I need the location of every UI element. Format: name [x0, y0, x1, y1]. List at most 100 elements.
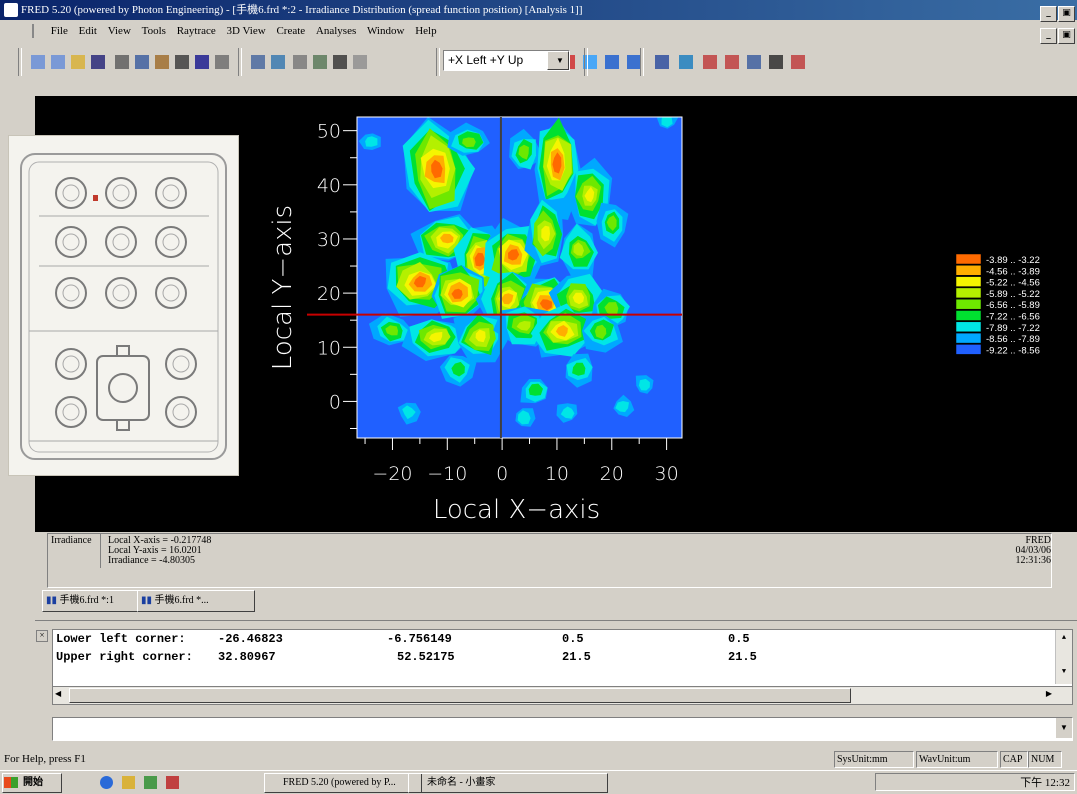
contour-band	[474, 252, 485, 267]
scroll-thumb[interactable]	[69, 688, 851, 703]
ray-arrow-icon[interactable]	[580, 52, 600, 72]
mdi-minimize-button[interactable]: _	[1040, 28, 1057, 44]
maximize-button[interactable]: ▣	[1058, 6, 1075, 22]
scroll-up-icon[interactable]: ▲	[1061, 634, 1067, 642]
tool-glyph	[293, 55, 307, 69]
ray-text-icon[interactable]	[624, 52, 644, 72]
contour-band	[516, 321, 531, 331]
toolbar-separator	[436, 48, 440, 76]
legend-swatch	[955, 298, 982, 310]
menu-3d-view[interactable]: 3D View	[226, 25, 266, 37]
task-paint[interactable]: 未命名 - 小畫家	[408, 773, 608, 793]
menu-file[interactable]: File	[50, 25, 68, 37]
command-input[interactable]: ▼	[52, 717, 1073, 741]
contour-band	[518, 144, 529, 160]
save-icon[interactable]	[88, 52, 108, 72]
task-fred[interactable]: FRED 5.20 (powered by P...	[264, 773, 422, 793]
output-vscroll[interactable]: ▲ ▼	[1055, 630, 1072, 684]
tool-glyph	[31, 55, 45, 69]
menu-tools[interactable]: Tools	[141, 25, 166, 37]
readout-y: Local Y-axis = 16.0201	[108, 545, 202, 556]
menu-help[interactable]: Help	[415, 25, 437, 37]
quicklaunch-icon[interactable]	[122, 776, 135, 789]
contour-band	[606, 215, 617, 231]
contour-band	[475, 329, 486, 343]
render-icon[interactable]	[330, 52, 350, 72]
menu-edit[interactable]: Edit	[78, 25, 97, 37]
numbers-icon[interactable]	[700, 52, 720, 72]
paste-icon[interactable]	[152, 52, 172, 72]
open-icon[interactable]	[68, 52, 88, 72]
new-template-icon[interactable]	[48, 52, 68, 72]
contour-band	[615, 401, 629, 413]
tool-glyph	[791, 55, 805, 69]
minimize-button[interactable]: _	[1040, 6, 1057, 22]
irradiance-plot[interactable]: −20 −10 0 10 20 30 50 40 30 20 10 0 Local X−axis Loca…	[35, 96, 1077, 532]
menu-grip-icon	[32, 24, 42, 38]
contour-band	[539, 299, 552, 311]
view-orientation-select[interactable]: +X Left +Y Up ▼	[443, 50, 570, 71]
ray-arrow2-icon[interactable]	[602, 52, 622, 72]
edit-icon[interactable]	[248, 52, 268, 72]
chevron-down-icon[interactable]: ▼	[547, 51, 569, 70]
ie-icon[interactable]	[100, 776, 113, 789]
y-tick-label: 0	[329, 391, 341, 413]
y-axis-label: Local Y−axis	[268, 205, 298, 370]
close-output-icon[interactable]: ×	[36, 630, 48, 642]
contour-band	[555, 325, 568, 337]
menu-create[interactable]: Create	[276, 25, 306, 37]
tab-document-1[interactable]: ▮▮ 手機6.frd *:1	[42, 590, 138, 612]
output-hscroll[interactable]: ◀ ▶	[52, 686, 1073, 705]
menu-raytrace[interactable]: Raytrace	[176, 25, 216, 37]
contour-band	[573, 242, 584, 256]
menu-view[interactable]: View	[107, 25, 131, 37]
monitor-icon[interactable]	[766, 52, 786, 72]
contour-band	[402, 405, 416, 420]
copy-icon[interactable]	[132, 52, 152, 72]
contour-band	[413, 275, 427, 288]
legend-swatch	[955, 276, 982, 287]
legend-label: -8.56 .. -7.89	[986, 334, 1040, 345]
help-icon[interactable]	[192, 52, 212, 72]
find-icon[interactable]	[212, 52, 232, 72]
stamp-app: FRED	[1025, 535, 1051, 546]
mdi-restore-button[interactable]: ▣	[1058, 28, 1075, 44]
list-icon[interactable]	[652, 52, 672, 72]
output-window[interactable]: Lower left corner: -26.46823 -6.756149 0.5 0…	[52, 629, 1073, 687]
eye-icon[interactable]	[788, 52, 808, 72]
scroll-left-icon[interactable]: ◀	[55, 689, 62, 698]
clock: 下午 12:32	[1020, 777, 1070, 789]
chart-icon[interactable]	[744, 52, 764, 72]
plot-frame	[356, 116, 683, 439]
tool-glyph	[605, 55, 619, 69]
cut-icon[interactable]	[112, 52, 132, 72]
move-icon[interactable]	[290, 52, 310, 72]
contour-band	[638, 378, 650, 391]
rotate-icon[interactable]	[310, 52, 330, 72]
zoom-icon[interactable]	[268, 52, 288, 72]
print-icon[interactable]	[172, 52, 192, 72]
chevron-down-icon[interactable]: ▼	[1056, 718, 1072, 738]
app-launch-icon[interactable]	[166, 776, 179, 789]
check-icon[interactable]	[676, 52, 696, 72]
menu-bar: File Edit View Tools Raytrace 3D View Cr…	[0, 21, 1077, 44]
grid-icon[interactable]	[350, 52, 370, 72]
menu-window[interactable]: Window	[366, 25, 405, 37]
title-bar[interactable]: FRED 5.20 (powered by Photon Engineering…	[0, 0, 1077, 22]
tool-glyph	[155, 55, 169, 69]
tab-document-2[interactable]: ▮▮ 手機6.frd *...	[137, 590, 255, 612]
desktop-icon[interactable]	[144, 776, 157, 789]
legend-label: -6.56 .. -5.89	[986, 300, 1040, 311]
readout-x: Local X-axis = -0.217748	[108, 535, 212, 546]
window-title: FRED 5.20 (powered by Photon Engineering…	[21, 4, 583, 16]
table-icon[interactable]	[722, 52, 742, 72]
tool-glyph	[271, 55, 285, 69]
legend-label: -7.22 .. -6.56	[986, 312, 1040, 323]
windows-logo-icon	[4, 777, 18, 788]
menu-analyses[interactable]: Analyses	[315, 25, 357, 37]
toolbar-separator	[640, 48, 644, 76]
new-icon[interactable]	[28, 52, 48, 72]
scroll-right-icon[interactable]: ▶	[1045, 689, 1052, 698]
scroll-down-icon[interactable]: ▼	[1061, 668, 1067, 676]
contour-band	[440, 233, 454, 244]
